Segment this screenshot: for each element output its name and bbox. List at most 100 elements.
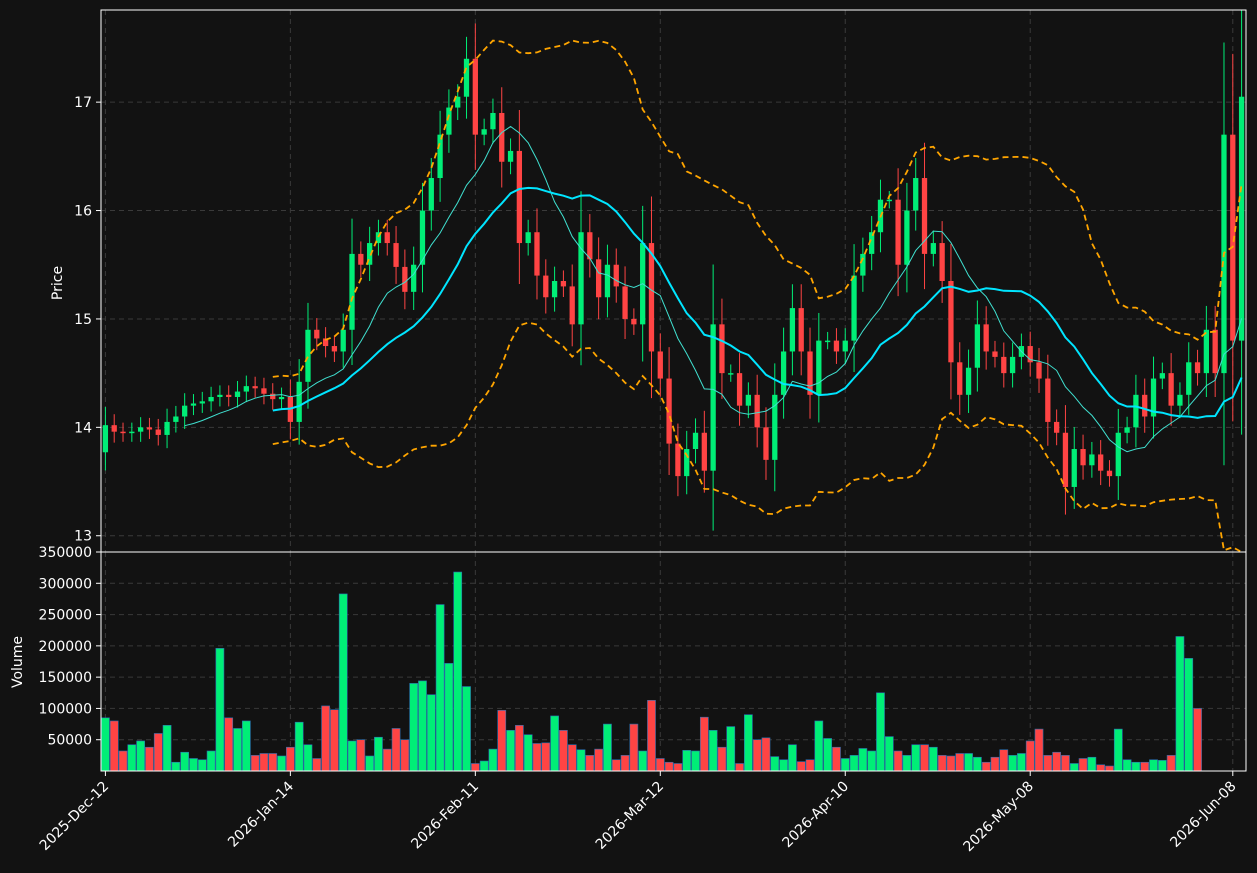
candle-body (331, 346, 338, 352)
candle-body (1194, 362, 1201, 374)
candle-body (234, 391, 241, 397)
candle-body (1027, 346, 1033, 363)
volume-bar (638, 750, 648, 772)
lower-band-line (272, 321, 1243, 552)
candle-body (1071, 449, 1077, 487)
candle-body (446, 107, 452, 135)
candle-body (1045, 378, 1051, 422)
volume-bar (338, 593, 348, 772)
candle-body (648, 243, 655, 352)
volume-bar (224, 717, 234, 772)
volume-bar (418, 680, 427, 772)
candle-body (1089, 454, 1095, 466)
slow-ma-line (272, 186, 1243, 419)
volume-bar (171, 761, 181, 772)
volume-bar (1087, 756, 1097, 772)
volume-bar (233, 728, 242, 772)
volume-bar (946, 755, 956, 772)
candle-body (754, 394, 760, 428)
candle-body (631, 318, 637, 325)
volume-bar (118, 750, 128, 772)
candle-body (208, 396, 214, 402)
candle-body (507, 150, 514, 162)
volume-bar (603, 723, 612, 772)
volume-bar (523, 734, 533, 772)
volume-bar (840, 758, 850, 772)
volume-tick-label: 150000 (39, 670, 92, 686)
candle-body (789, 308, 796, 352)
price-panel: 13 14 15 16 17 (74, 9, 1247, 553)
volume-bar (585, 755, 595, 772)
candle-body (1203, 329, 1210, 374)
volume-bar (1122, 759, 1132, 772)
candle-body (516, 150, 523, 244)
volume-bar (1025, 740, 1035, 772)
volume-bar (109, 720, 119, 772)
candle-body (226, 394, 232, 397)
volume-bar (294, 721, 304, 772)
volume-bar (400, 739, 410, 772)
candle-body (587, 232, 593, 260)
volume-bar (453, 571, 463, 772)
volume-bar (937, 755, 947, 772)
volume-bar (884, 736, 894, 772)
volume-bar (1017, 753, 1026, 772)
candle-body (895, 199, 901, 265)
candle-body (1168, 373, 1174, 406)
volume-bar (1166, 755, 1176, 772)
volume-bar (832, 746, 841, 772)
volume-bar (550, 715, 559, 772)
candle-body (1150, 378, 1157, 417)
volume-bar (823, 738, 832, 772)
volume-bar (382, 748, 392, 772)
volume-bar (999, 749, 1009, 772)
candle-body (745, 394, 752, 406)
candle-body (666, 378, 672, 444)
candle-body (904, 210, 910, 265)
volume-bar (215, 648, 225, 772)
volume-bar (250, 755, 260, 772)
volume-bar (576, 749, 586, 772)
candle-body (102, 425, 109, 453)
price-tick-label: 16 (74, 204, 92, 220)
volume-bar (788, 744, 797, 772)
volume-bar (655, 758, 665, 772)
upper-band-line (272, 39, 1243, 378)
candle-body (965, 367, 972, 395)
volume-bar (796, 761, 806, 772)
volume-bar (699, 716, 709, 772)
candle-body (569, 286, 575, 325)
candle-body (1142, 394, 1148, 417)
candle-body (472, 58, 478, 135)
volume-bar (1149, 759, 1158, 772)
volume-tick-label: 100000 (39, 701, 92, 717)
candle-body (270, 393, 276, 400)
volume-bar (1043, 755, 1053, 772)
volume-bar (867, 750, 877, 772)
candle-body (675, 443, 681, 477)
candle-body (455, 96, 461, 108)
candle-body (437, 134, 443, 179)
volume-bar (506, 730, 515, 772)
volume-bar (153, 733, 163, 772)
candle-body (314, 329, 320, 339)
volume-bar (479, 760, 489, 772)
volume-bar (928, 746, 938, 772)
volume-bar (312, 758, 322, 772)
candle-body (384, 232, 390, 244)
volume-bar (770, 756, 780, 772)
volume-tick-label: 50000 (47, 733, 92, 749)
candle-body (199, 401, 205, 404)
candle-body (1177, 394, 1183, 406)
volume-bar (145, 746, 154, 772)
volume-bar (1078, 758, 1088, 772)
candle-body (411, 264, 417, 292)
candle-body (869, 232, 875, 254)
volume-bar (488, 748, 498, 772)
candle-body (1230, 134, 1236, 341)
volume-bar (647, 699, 656, 772)
volume-bar (497, 710, 507, 772)
candle-body (129, 431, 135, 434)
volume-bar (1140, 761, 1150, 772)
